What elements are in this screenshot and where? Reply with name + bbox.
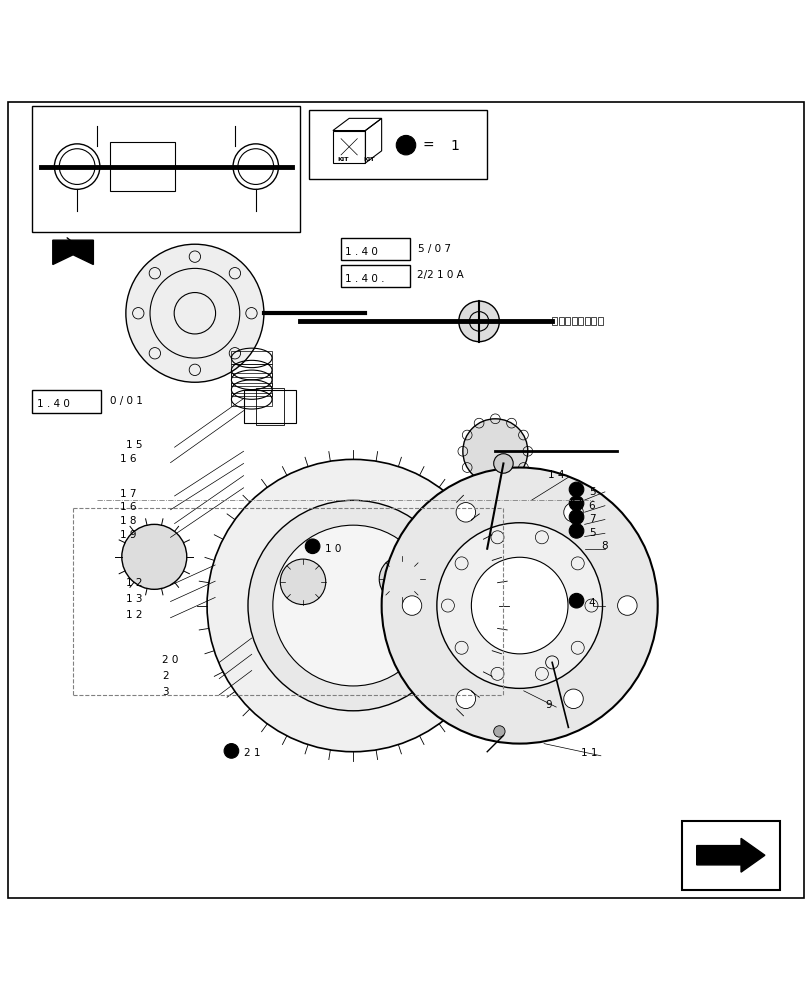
Bar <box>597 317 602 325</box>
Circle shape <box>126 244 264 382</box>
Text: 1 6: 1 6 <box>120 454 136 464</box>
Circle shape <box>247 500 458 711</box>
Text: 6: 6 <box>588 501 594 511</box>
Circle shape <box>569 593 583 608</box>
Bar <box>564 317 569 325</box>
Text: 1 . 4 0: 1 . 4 0 <box>36 399 69 409</box>
Text: 7: 7 <box>588 514 594 524</box>
Bar <box>577 317 582 325</box>
Circle shape <box>436 523 602 688</box>
Bar <box>32 106 300 232</box>
Bar <box>584 317 589 325</box>
Circle shape <box>233 144 278 189</box>
Bar <box>231 364 272 377</box>
Text: 3: 3 <box>162 687 169 697</box>
Bar <box>243 390 296 423</box>
Text: 2 0: 2 0 <box>162 655 178 665</box>
Text: KIT: KIT <box>337 157 348 162</box>
Circle shape <box>379 556 424 602</box>
Polygon shape <box>53 240 93 265</box>
Circle shape <box>207 459 499 752</box>
Circle shape <box>396 135 415 155</box>
Circle shape <box>401 596 421 615</box>
Bar <box>590 317 595 325</box>
Text: 1 1: 1 1 <box>580 748 596 758</box>
Circle shape <box>456 503 475 522</box>
Circle shape <box>381 468 657 744</box>
Circle shape <box>122 524 187 589</box>
Circle shape <box>569 510 583 524</box>
Bar <box>681 821 779 890</box>
Bar <box>231 373 272 386</box>
Text: 9: 9 <box>545 700 551 710</box>
Text: 0 / 0 1: 0 / 0 1 <box>109 396 142 406</box>
Text: 5: 5 <box>588 528 594 538</box>
Bar <box>558 317 563 325</box>
Circle shape <box>569 496 583 511</box>
Circle shape <box>563 689 582 709</box>
Text: 1 0: 1 0 <box>324 544 341 554</box>
Bar <box>231 393 272 406</box>
Circle shape <box>617 596 637 615</box>
Bar <box>551 317 556 325</box>
Circle shape <box>54 144 100 189</box>
Text: 1 2: 1 2 <box>126 578 142 588</box>
Text: 1 . 4 0: 1 . 4 0 <box>345 247 377 257</box>
Circle shape <box>569 482 583 497</box>
Text: 1 6: 1 6 <box>120 502 136 512</box>
Bar <box>255 388 284 425</box>
Text: 1 3: 1 3 <box>126 594 142 604</box>
Circle shape <box>280 559 325 605</box>
Bar <box>341 265 410 287</box>
Circle shape <box>462 419 527 484</box>
Bar <box>308 110 487 179</box>
Text: 2/2 1 0 A: 2/2 1 0 A <box>416 270 463 280</box>
Text: 1 . 4 0 .: 1 . 4 0 . <box>345 274 384 284</box>
Text: 8: 8 <box>600 541 607 551</box>
Bar <box>231 383 272 396</box>
Text: 2 1: 2 1 <box>243 748 260 758</box>
Text: 4: 4 <box>588 598 594 608</box>
Circle shape <box>458 301 499 342</box>
Text: 1 4: 1 4 <box>547 470 564 480</box>
Text: =: = <box>422 139 433 153</box>
Text: 1: 1 <box>450 139 459 153</box>
Circle shape <box>470 557 567 654</box>
Bar <box>571 317 576 325</box>
Text: 1 2: 1 2 <box>126 610 142 620</box>
Circle shape <box>569 524 583 538</box>
Circle shape <box>272 525 433 686</box>
Text: 1 5: 1 5 <box>126 440 142 450</box>
Text: 1 8: 1 8 <box>120 516 136 526</box>
Polygon shape <box>696 838 764 872</box>
Circle shape <box>456 689 475 709</box>
Circle shape <box>493 454 513 473</box>
Bar <box>231 351 272 364</box>
Text: KIT: KIT <box>363 157 375 162</box>
Circle shape <box>563 503 582 522</box>
Text: 5 / 0 7: 5 / 0 7 <box>418 244 451 254</box>
Bar <box>341 238 410 260</box>
Bar <box>32 390 101 413</box>
Text: 5: 5 <box>588 487 594 497</box>
Bar <box>109 142 174 191</box>
Text: 1 9: 1 9 <box>120 530 136 540</box>
Text: 2: 2 <box>162 671 169 681</box>
Text: 1 7: 1 7 <box>120 489 136 499</box>
Circle shape <box>305 539 320 554</box>
Circle shape <box>224 744 238 758</box>
Circle shape <box>493 726 504 737</box>
